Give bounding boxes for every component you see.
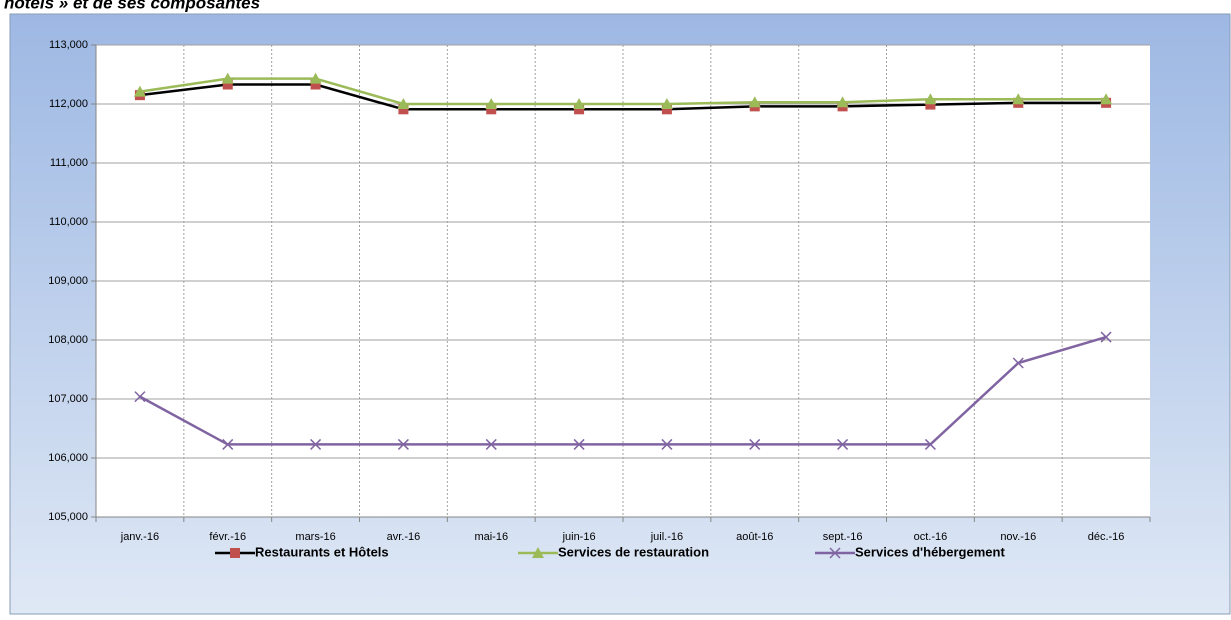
y-tick-label: 110,000 bbox=[49, 216, 88, 228]
legend-label: Restaurants et Hôtels bbox=[255, 544, 389, 559]
point bbox=[660, 98, 673, 109]
series-line bbox=[139, 335, 1107, 446]
x-tick-label: mai-16 bbox=[474, 531, 508, 543]
point bbox=[397, 438, 409, 450]
point bbox=[925, 99, 936, 110]
y-tick-label: 108,000 bbox=[48, 334, 88, 346]
point bbox=[1012, 93, 1025, 105]
point bbox=[310, 79, 321, 90]
y-tick-label: 105,000 bbox=[48, 511, 88, 523]
point bbox=[222, 79, 233, 90]
y-tick-label: 113,000 bbox=[49, 39, 88, 51]
legend-marker bbox=[532, 547, 544, 558]
point bbox=[836, 96, 849, 108]
point bbox=[485, 98, 498, 109]
chart-title: hôtels » et de ses composantes bbox=[4, 0, 260, 12]
x-tick-label: sept.-16 bbox=[823, 531, 863, 543]
point bbox=[486, 104, 497, 115]
y-tick-label: 106,000 bbox=[48, 452, 88, 464]
point bbox=[397, 98, 410, 109]
point bbox=[748, 96, 761, 108]
point bbox=[574, 104, 585, 115]
y-tick-label: 109,000 bbox=[48, 275, 88, 287]
point bbox=[134, 391, 146, 403]
point bbox=[133, 85, 146, 97]
point bbox=[924, 93, 937, 105]
y-tick-label: 107,000 bbox=[48, 393, 88, 405]
series-line bbox=[139, 83, 1107, 111]
series-line bbox=[139, 77, 1107, 106]
point bbox=[485, 438, 497, 450]
point bbox=[661, 104, 672, 115]
x-tick-label: oct.-16 bbox=[914, 531, 948, 543]
x-tick-label: juin-16 bbox=[562, 531, 596, 543]
point bbox=[1100, 93, 1113, 105]
legend-marker bbox=[829, 547, 841, 559]
y-tick-label: 112,000 bbox=[49, 98, 88, 110]
point bbox=[1100, 331, 1112, 343]
x-tick-label: août-16 bbox=[736, 531, 773, 543]
point bbox=[309, 72, 322, 84]
x-tick-label: janv.-16 bbox=[120, 531, 159, 543]
legend-label: Services de restauration bbox=[558, 544, 709, 559]
point bbox=[398, 104, 409, 115]
x-tick-label: juil.-16 bbox=[650, 531, 683, 543]
point bbox=[924, 438, 936, 450]
y-tick-label: 111,000 bbox=[50, 157, 88, 169]
x-tick-label: mars-16 bbox=[295, 531, 335, 543]
x-tick-label: nov.-16 bbox=[1000, 531, 1036, 543]
x-tick-label: févr.-16 bbox=[209, 531, 246, 543]
point bbox=[221, 72, 234, 84]
legend-marker bbox=[230, 548, 240, 558]
point bbox=[749, 438, 761, 450]
point bbox=[1012, 357, 1024, 369]
point bbox=[661, 438, 673, 450]
point bbox=[310, 438, 322, 450]
legend-label: Services d'hébergement bbox=[855, 544, 1005, 559]
x-tick-label: avr.-16 bbox=[387, 531, 421, 543]
point bbox=[573, 98, 586, 109]
point bbox=[573, 438, 585, 450]
x-tick-label: déc.-16 bbox=[1088, 531, 1125, 543]
point bbox=[837, 438, 849, 450]
point bbox=[222, 438, 234, 450]
